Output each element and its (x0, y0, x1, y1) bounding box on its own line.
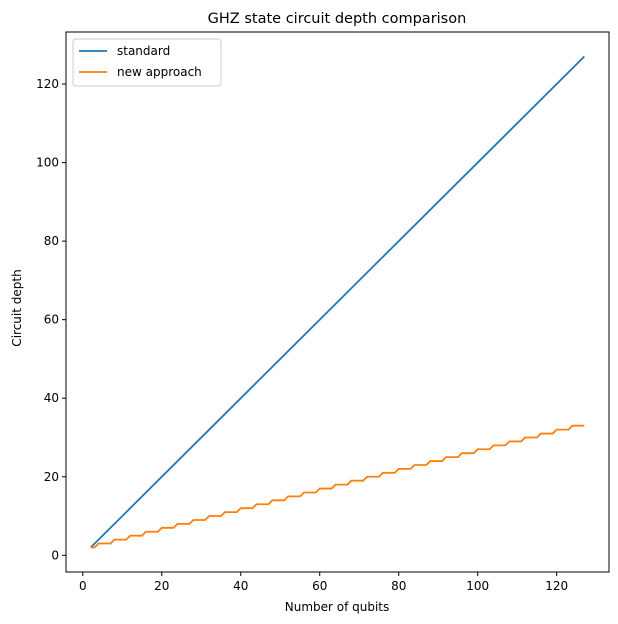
x-ticks: 0 20 40 60 80 100 120 (79, 572, 568, 593)
y-tick-label: 20 (44, 470, 59, 484)
y-tick-label: 120 (36, 77, 59, 91)
chart-title: GHZ state circuit depth comparison (208, 11, 467, 27)
x-tick-label: 60 (312, 579, 327, 593)
legend: standard new approach (72, 38, 222, 87)
y-tick-label: 0 (51, 548, 59, 562)
x-tick-label: 40 (233, 579, 248, 593)
y-tick-label: 60 (44, 313, 59, 327)
series-line-new-approach (90, 424, 585, 549)
y-tick-label: 40 (44, 391, 59, 405)
axes-frame (65, 31, 610, 573)
x-tick-label: 80 (391, 579, 406, 593)
series-group (90, 55, 585, 549)
legend-label-standard: standard (117, 44, 170, 58)
legend-label-new-approach: new approach (117, 65, 202, 79)
x-tick-label: 120 (545, 579, 568, 593)
legend-box (72, 38, 222, 87)
y-ticks: 0 20 40 60 80 100 120 (36, 77, 66, 562)
y-tick-label: 80 (44, 234, 59, 248)
x-axis-label: Number of qubits (285, 600, 390, 614)
y-axis-label: Circuit depth (10, 269, 24, 346)
x-tick-label: 0 (79, 579, 87, 593)
axes-group (65, 31, 610, 573)
y-tick-label: 100 (36, 156, 59, 170)
series-line-standard (90, 55, 585, 549)
x-tick-label: 20 (154, 579, 169, 593)
x-tick-label: 100 (466, 579, 489, 593)
